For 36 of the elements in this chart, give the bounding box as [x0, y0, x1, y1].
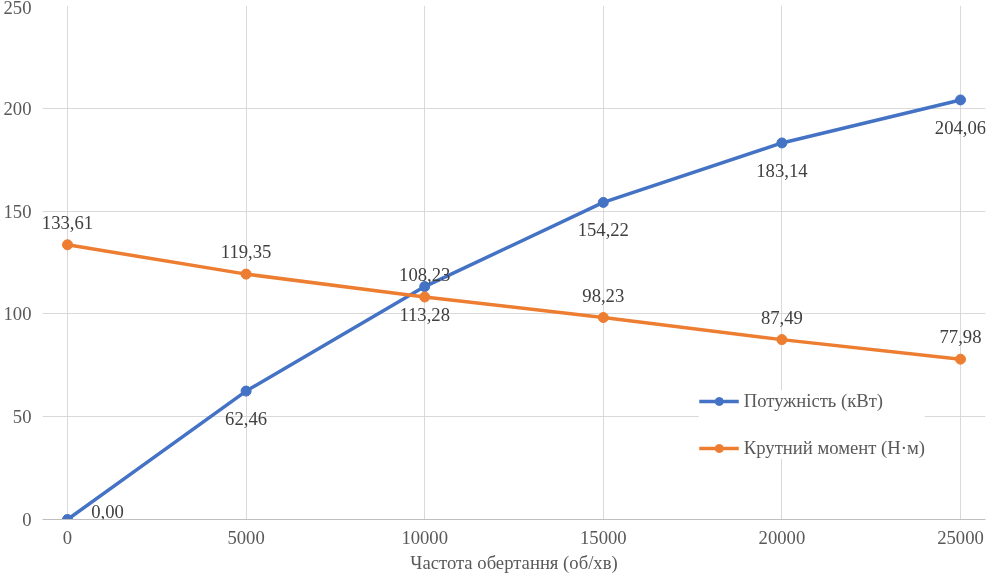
data-label: 98,23 — [582, 284, 625, 306]
data-label: 77,98 — [939, 326, 982, 348]
point — [62, 239, 73, 251]
data-label: 119,35 — [220, 241, 272, 263]
point — [776, 334, 788, 346]
x-tick-label: 25000 — [937, 526, 984, 548]
point — [240, 385, 252, 397]
y-tick-label: 100 — [3, 303, 32, 325]
x-tick-label: 20000 — [758, 526, 806, 548]
data-label: 133,61 — [41, 211, 94, 233]
data-label: 108,23 — [399, 263, 451, 285]
point — [597, 312, 609, 324]
x-tick-label: 0 — [62, 526, 73, 548]
point — [419, 291, 431, 303]
data-label: 62,46 — [225, 408, 268, 430]
data-label: 113,28 — [399, 303, 451, 325]
y-tick-label: 0 — [22, 509, 32, 530]
data-label: 87,49 — [760, 306, 803, 328]
y-tick-label: 250 — [3, 0, 32, 18]
x-tick-label: 15000 — [579, 526, 627, 548]
data-label: 154,22 — [577, 219, 629, 241]
point — [597, 196, 609, 208]
y-tick-label: 200 — [3, 97, 32, 119]
data-label: 183,14 — [756, 159, 809, 181]
point — [955, 94, 966, 106]
legend-label: Крутний момент (Н·м) — [743, 437, 925, 459]
point — [776, 137, 788, 149]
point — [240, 268, 252, 280]
point — [955, 353, 966, 365]
y-tick-label: 150 — [3, 200, 32, 222]
legend-label: Потужність (кВт) — [743, 390, 884, 412]
x-tick-label: 10000 — [401, 526, 449, 548]
y-tick-label: 50 — [12, 406, 32, 428]
x-axis-title: Частота обертання (об/хв) — [410, 551, 618, 574]
x-tick-label: 5000 — [227, 526, 265, 548]
data-label: 204,06 — [934, 116, 987, 138]
